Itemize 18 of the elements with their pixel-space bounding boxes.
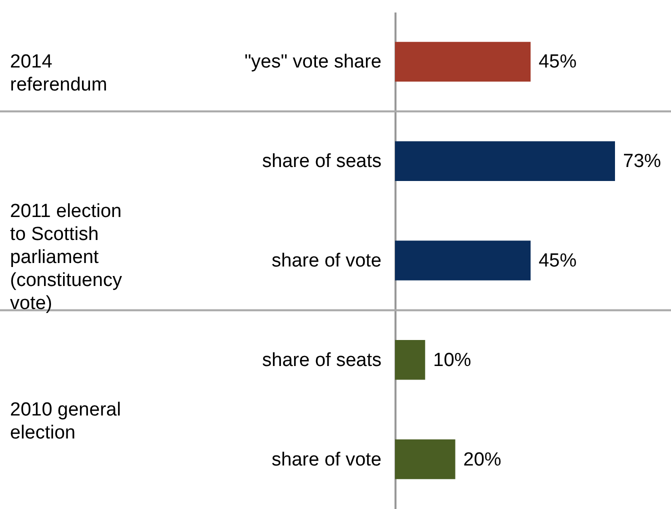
data-label: 45% [538, 52, 577, 73]
y-tick-label: share of seats [262, 350, 382, 371]
text: 2010 general election [10, 400, 121, 444]
bar [395, 42, 531, 82]
bar [395, 141, 615, 181]
y-tick-label: "yes" vote share [244, 52, 382, 73]
y-tick-label: share of seats [262, 151, 382, 172]
y-tick-label: share of vote [272, 250, 382, 272]
data-label: 45% [538, 250, 577, 272]
data-label: 10% [433, 350, 472, 371]
text: 2014 referendum [10, 52, 108, 96]
bar [395, 340, 426, 380]
bar [395, 240, 531, 280]
data-label: 73% [623, 151, 662, 172]
y-tick-label: share of vote [272, 449, 382, 470]
data-label: 20% [463, 449, 502, 470]
bar [395, 439, 456, 480]
text: 2011 election to Scottish parliament (constituency vote) [10, 200, 122, 314]
